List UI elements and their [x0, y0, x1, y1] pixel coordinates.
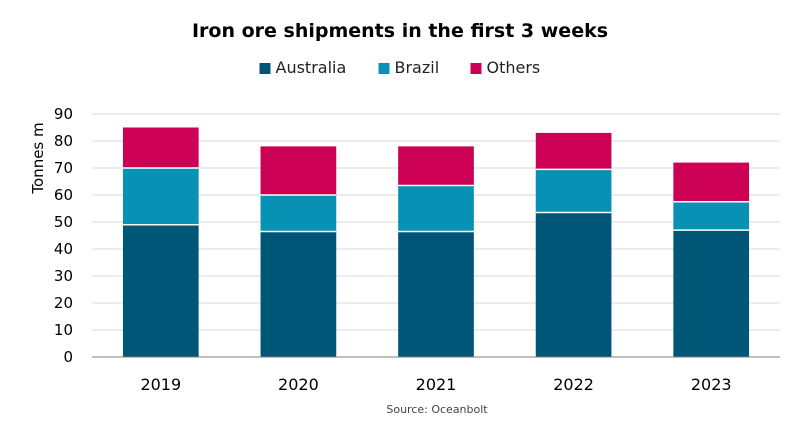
y-tick-label: 40	[54, 240, 73, 258]
bar-brazil-2021	[398, 185, 474, 232]
y-tick-label: 10	[54, 321, 73, 339]
x-tick-label: 2021	[416, 375, 457, 394]
x-tick-label: 2020	[278, 375, 319, 394]
legend-swatch-brazil	[378, 63, 390, 74]
legend-label-brazil: Brazil	[395, 58, 440, 77]
y-tick-label: 60	[54, 186, 73, 204]
y-axis-label: Tonnes m	[29, 122, 47, 194]
bar-australia-2019	[122, 224, 199, 357]
y-tick-label: 30	[54, 267, 73, 285]
x-tick-labels: 2019 2020 2021 2022 2023	[140, 375, 731, 394]
bar-others-2021	[398, 146, 474, 186]
legend-label-australia: Australia	[276, 58, 347, 77]
chart-title: Iron ore shipments in the first 3 weeks	[192, 20, 608, 42]
bar-others-2023	[673, 162, 750, 202]
bar-brazil-2019	[122, 168, 199, 225]
x-tick-label: 2022	[553, 375, 594, 394]
bar-australia-2020	[260, 231, 337, 357]
x-tick-label: 2023	[691, 375, 732, 394]
bar-others-2020	[260, 146, 337, 195]
y-tick-label: 50	[54, 213, 73, 231]
bar-brazil-2022	[535, 169, 612, 213]
legend: Australia Brazil Others	[259, 58, 541, 77]
bars	[122, 127, 750, 357]
bar-brazil-2023	[673, 201, 750, 231]
y-tick-label: 0	[63, 348, 73, 366]
legend-swatch-australia	[259, 63, 271, 74]
bar-australia-2021	[398, 231, 474, 357]
bar-australia-2022	[535, 212, 612, 357]
bar-australia-2023	[673, 230, 750, 357]
bar-brazil-2020	[260, 195, 337, 232]
legend-label-others: Others	[487, 58, 541, 77]
y-tick-label: 80	[54, 132, 73, 150]
source-note: Source: Oceanbolt	[386, 403, 488, 416]
bar-others-2019	[122, 127, 199, 168]
y-tick-label: 20	[54, 294, 73, 312]
x-tick-label: 2019	[140, 375, 181, 394]
y-tick-label: 90	[54, 105, 73, 123]
bar-others-2022	[535, 132, 612, 170]
y-tick-labels: 0 10 20 30 40 50 60 70 80 90	[54, 105, 73, 366]
legend-swatch-others	[470, 63, 482, 74]
y-tick-label: 70	[54, 159, 73, 177]
